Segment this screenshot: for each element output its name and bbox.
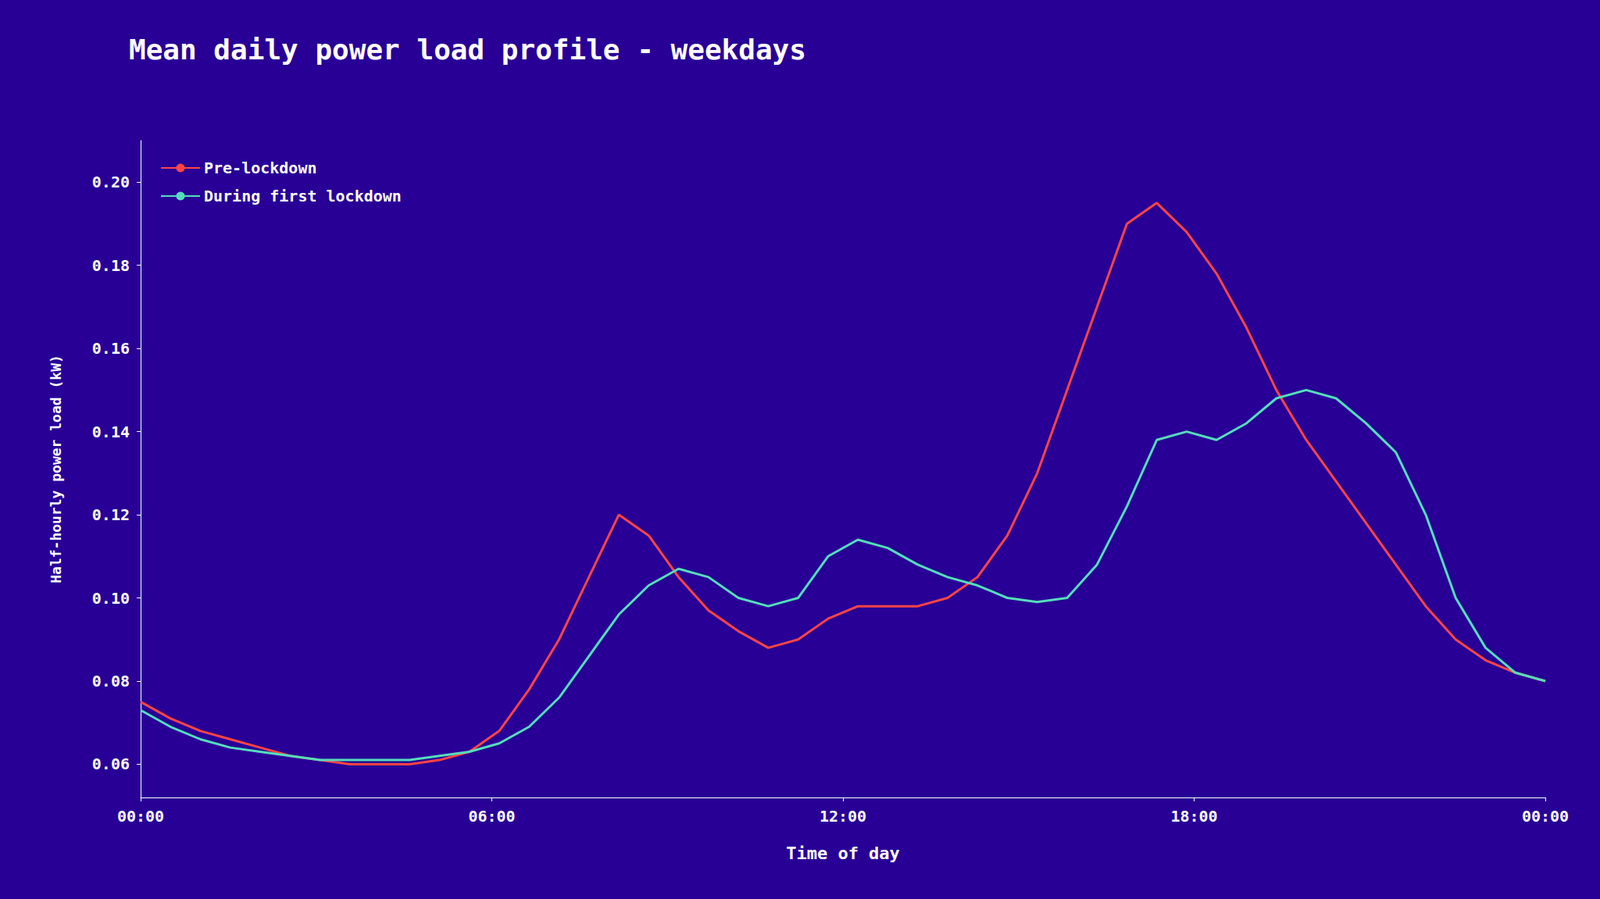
svg-text:18:00: 18:00 [1170, 807, 1218, 826]
svg-text:Time of day: Time of day [785, 843, 900, 864]
svg-text:Half-hourly power load (kW): Half-hourly power load (kW) [47, 354, 65, 584]
svg-text:Mean daily power load profile: Mean daily power load profile - weekdays [128, 33, 807, 66]
svg-text:0.18: 0.18 [92, 256, 130, 275]
svg-text:00:00: 00:00 [1521, 807, 1569, 826]
svg-text:0.08: 0.08 [92, 671, 130, 691]
svg-text:0.16: 0.16 [92, 339, 130, 358]
svg-text:0.06: 0.06 [92, 754, 130, 774]
svg-text:During first lockdown: During first lockdown [203, 186, 402, 206]
svg-text:0.20: 0.20 [92, 172, 130, 192]
svg-text:06:00: 06:00 [467, 807, 515, 826]
svg-text:00:00: 00:00 [117, 807, 165, 826]
svg-text:12:00: 12:00 [819, 807, 867, 826]
svg-text:0.12: 0.12 [92, 505, 130, 525]
svg-text:Pre-lockdown: Pre-lockdown [203, 158, 318, 178]
svg-text:0.14: 0.14 [92, 422, 130, 442]
svg-text:0.10: 0.10 [92, 589, 130, 608]
